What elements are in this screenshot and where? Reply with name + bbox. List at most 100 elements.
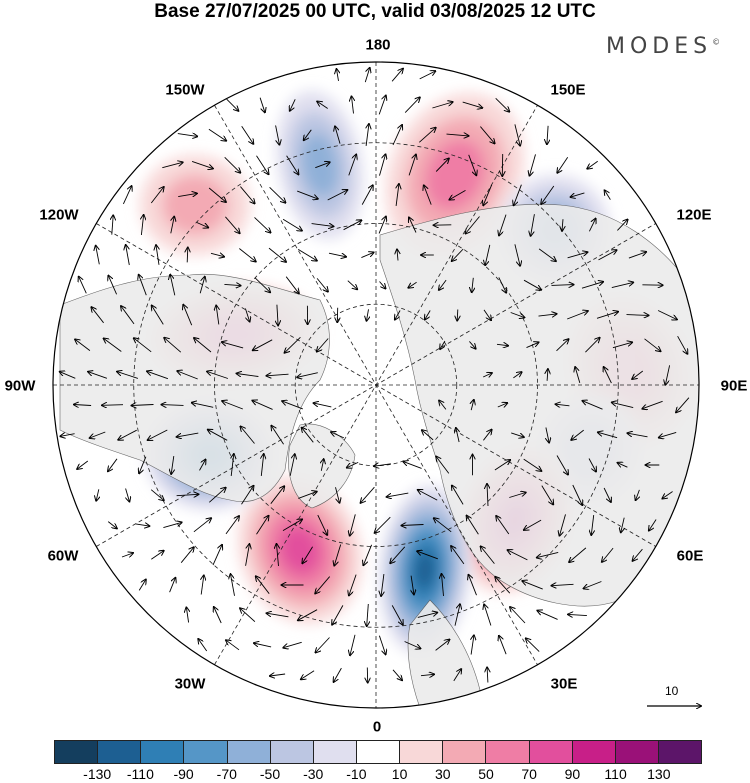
wind-arrow (598, 250, 617, 261)
wind-arrow (392, 125, 402, 146)
wind-arrow (560, 514, 566, 535)
wind-arrow (571, 192, 585, 197)
colorbar-tick-label: 90 (564, 766, 581, 782)
wind-arrow (402, 525, 424, 526)
lon-label-60w: 60W (47, 547, 79, 565)
wind-arrow (311, 224, 334, 227)
wind-arrow (642, 400, 663, 408)
wind-arrow (484, 605, 492, 626)
colorbar-swatch (572, 741, 616, 763)
wind-arrow (649, 519, 657, 531)
wind-arrow (567, 252, 588, 259)
wind-arrow (267, 613, 289, 618)
wind-arrow (603, 487, 611, 502)
colorbar-swatch (55, 741, 99, 763)
wind-arrow (378, 635, 385, 655)
wind-arrow (499, 214, 507, 236)
colorbar-tick-label: 50 (478, 766, 494, 782)
wind-arrow (611, 282, 633, 289)
wind-arrow (508, 550, 528, 561)
wind-arrow (239, 248, 255, 262)
wind-arrow (541, 485, 553, 505)
wind-arrow (446, 134, 469, 136)
wind-arrow (418, 490, 438, 501)
wind-arrow (379, 154, 386, 176)
wind-arrow (298, 609, 318, 621)
wind-arrow (275, 125, 280, 144)
wind-arrow (575, 367, 581, 384)
colorbar-tick-label: -10 (346, 766, 367, 782)
wind-arrow (632, 370, 644, 379)
wind-arrow (361, 252, 373, 259)
wind-arrow (367, 603, 369, 626)
colorbar-swatch (486, 741, 530, 763)
wind-arrow (349, 574, 357, 596)
wind-arrow (297, 190, 318, 199)
wind-arrow (538, 248, 556, 261)
wind-arrow (541, 185, 555, 204)
wind-arrow (387, 492, 409, 497)
wind-arrow (552, 584, 574, 585)
map-disk (53, 62, 699, 708)
wind-arrow (152, 306, 164, 325)
wind-arrow (282, 218, 302, 230)
wind-arrow (571, 429, 584, 440)
colorbar-swatch (98, 741, 142, 763)
wind-arrow (268, 247, 286, 262)
wind-arrow (121, 553, 133, 557)
colorbar-tick-label: 10 (391, 766, 408, 782)
map-border (52, 61, 700, 709)
colorbar-swatch (141, 741, 185, 763)
wind-arrow (139, 275, 147, 296)
wind-arrow (472, 277, 474, 292)
wind-arrow (60, 372, 76, 379)
wind-arrow (231, 454, 234, 476)
wind-arrow (267, 374, 289, 376)
wind-arrow (588, 458, 596, 472)
lon-label-90w: 90W (4, 377, 36, 395)
colorbar-tick-label: -90 (173, 766, 194, 782)
wind-arrow (605, 190, 611, 200)
wind-arrow (201, 576, 204, 595)
wind-arrow (186, 608, 188, 623)
wind-arrow (617, 220, 627, 231)
lon-label-120w: 120W (39, 206, 79, 224)
wind-arrow (126, 245, 130, 266)
colorbar-tick-label: 110 (604, 766, 627, 782)
wind-arrow (567, 311, 588, 320)
colorbar-swatch (615, 741, 659, 763)
wind-arrow (483, 309, 491, 320)
wind-arrow (487, 668, 488, 683)
wind-arrow (283, 641, 302, 647)
wind-arrow (162, 405, 184, 406)
wind-arrow (363, 544, 373, 565)
wind-arrow (436, 457, 450, 474)
wind-arrow (226, 98, 239, 111)
wind-arrow (434, 518, 452, 533)
wind-arrow (591, 515, 593, 535)
wind-arrow (494, 460, 510, 471)
wind-arrow (439, 279, 447, 290)
wind-arrow (514, 244, 520, 265)
wind-arrow (256, 155, 269, 174)
wind-arrow (199, 277, 205, 294)
wind-arrow (350, 514, 356, 535)
wind-arrow (379, 281, 386, 289)
wind-arrow (183, 305, 193, 326)
wind-arrow (440, 340, 446, 349)
north-america-outline (59, 273, 330, 502)
wind-arrow (252, 401, 273, 410)
wind-arrow (347, 461, 359, 467)
wind-arrow (75, 339, 91, 351)
reference-vector-label: 10 (665, 684, 679, 698)
wind-arrow (282, 401, 303, 410)
wind-arrow (618, 463, 628, 468)
wind-arrow (212, 545, 222, 566)
lon-label-60e: 60E (676, 547, 704, 565)
colorbar-swatch (400, 741, 444, 763)
wind-arrow (361, 486, 375, 503)
wind-arrow (162, 162, 182, 169)
wind-arrow (226, 640, 240, 651)
wind-arrow (335, 487, 340, 502)
wind-arrow (499, 636, 507, 655)
